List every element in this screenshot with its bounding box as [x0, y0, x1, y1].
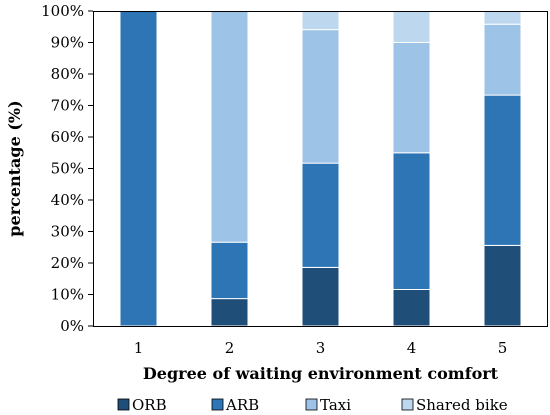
- x-tick-label: 3: [316, 339, 326, 357]
- y-tick-label: 0%: [60, 317, 84, 335]
- bar-taxi-3: [301, 29, 340, 164]
- y-tick-label: 10%: [51, 286, 84, 304]
- legend-label-orb: ORB: [132, 396, 167, 414]
- bar-arb-2: [210, 241, 249, 300]
- x-axis-ticks: 1 2 3 4 5: [134, 339, 508, 357]
- y-tick-label: 50%: [51, 160, 84, 178]
- y-tick-label: 100%: [41, 2, 84, 20]
- bar-orb-2: [210, 298, 249, 327]
- legend: ORB ARB Taxi Shared bike: [117, 396, 508, 414]
- bar-orb-4: [392, 289, 431, 327]
- x-tick-label: 4: [407, 339, 417, 357]
- y-tick-label: 40%: [51, 191, 84, 209]
- bar-taxi-4: [392, 42, 431, 154]
- bars-layer: [119, 10, 522, 327]
- y-tick-label: 20%: [51, 254, 84, 272]
- y-tick-label: 60%: [51, 128, 84, 146]
- bar-taxi-5: [483, 23, 522, 96]
- bar-taxi-2: [210, 10, 249, 243]
- bar-shared-bike-5: [483, 10, 522, 25]
- bar-arb-5: [483, 94, 522, 246]
- bar-arb-4: [392, 152, 431, 290]
- bar-shared-bike-3: [301, 10, 340, 31]
- legend-label-taxi: Taxi: [320, 396, 351, 414]
- y-axis-ticks: 0% 10% 20% 30% 40% 50% 60% 70% 80% 90% 100%: [41, 2, 93, 335]
- x-tick-label: 1: [134, 339, 144, 357]
- x-tick-label: 2: [225, 339, 235, 357]
- y-axis-title: percentage (%): [5, 100, 24, 236]
- bar-orb-5: [483, 244, 522, 327]
- legend-swatch-orb: [117, 398, 130, 411]
- legend-swatch-arb: [211, 398, 224, 411]
- x-tick-label: 5: [498, 339, 508, 357]
- bar-arb-3: [301, 162, 340, 268]
- y-tick-label: 90%: [51, 34, 84, 52]
- bar-arb-1: [119, 10, 158, 327]
- x-axis-title: Degree of waiting environment comfort: [143, 364, 499, 383]
- bar-orb-3: [301, 266, 340, 327]
- bar-shared-bike-4: [392, 10, 431, 43]
- plot-area-border: [93, 11, 548, 327]
- legend-label-shared-bike: Shared bike: [416, 396, 508, 414]
- legend-label-arb: ARB: [225, 396, 259, 414]
- y-tick-label: 80%: [51, 65, 84, 83]
- legend-swatch-shared-bike: [401, 398, 414, 411]
- legend-swatch-taxi: [305, 398, 318, 411]
- y-tick-label: 30%: [51, 223, 84, 241]
- y-tick-label: 70%: [51, 97, 84, 115]
